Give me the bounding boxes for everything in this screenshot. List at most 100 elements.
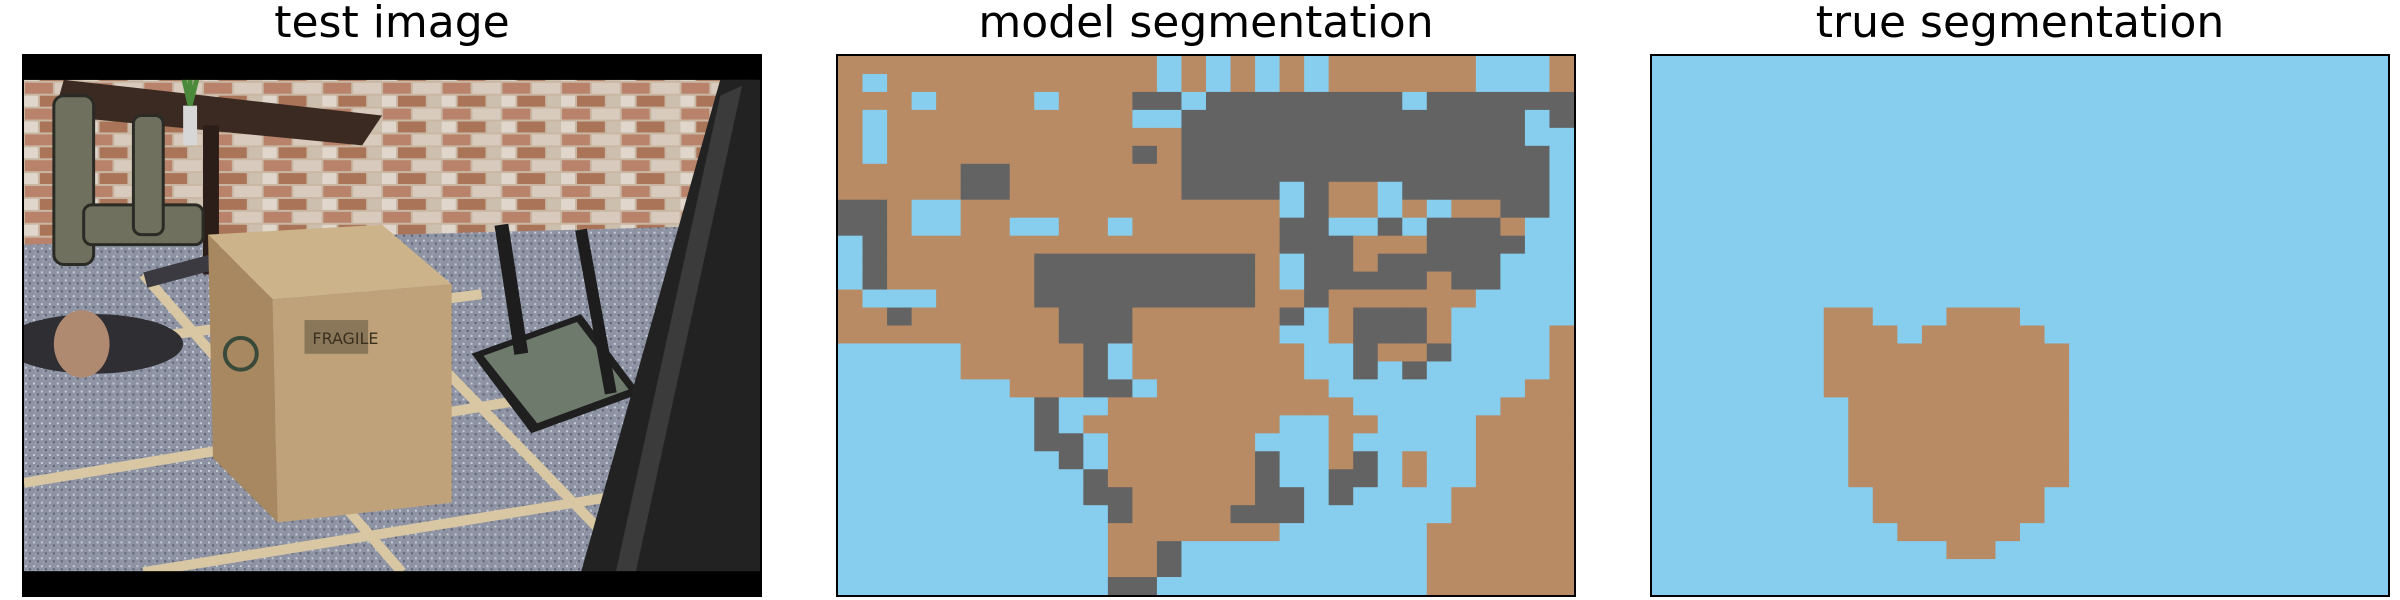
- segmentation-cell: [2216, 56, 2242, 75]
- segmentation-cell: [862, 559, 888, 578]
- segmentation-cell: [1255, 199, 1281, 219]
- segmentation-cell: [1701, 127, 1727, 147]
- segmentation-cell: [1995, 91, 2021, 111]
- segmentation-cell: [2240, 253, 2266, 272]
- segmentation-cell: [2093, 451, 2119, 470]
- segmentation-cell: [1230, 451, 1256, 470]
- segmentation-cell: [1848, 199, 1874, 219]
- segmentation-cell: [1156, 145, 1182, 165]
- segmentation-cell: [1799, 433, 1825, 452]
- segmentation-cell: [1328, 523, 1354, 542]
- segmentation-cell: [1353, 181, 1379, 201]
- segmentation-cell: [985, 325, 1011, 344]
- segmentation-cell: [2216, 307, 2242, 326]
- segmentation-cell: [1107, 379, 1133, 398]
- segmentation-cell: [1475, 379, 1501, 398]
- segmentation-cell: [1872, 91, 1898, 111]
- segmentation-cell: [1206, 487, 1232, 506]
- segmentation-cell: [1774, 307, 1800, 326]
- segmentation-cell: [2069, 109, 2095, 129]
- segmentation-cell: [2191, 469, 2217, 488]
- segmentation-cell: [887, 523, 913, 542]
- segmentation-cell: [1549, 91, 1574, 111]
- segmentation-cell: [1500, 433, 1526, 452]
- segmentation-cell: [838, 91, 864, 111]
- segmentation-cell: [838, 361, 864, 380]
- segmentation-cell: [1328, 145, 1354, 165]
- segmentation-cell: [1970, 289, 1996, 308]
- segmentation-cell: [1946, 145, 1972, 165]
- segmentation-cell: [911, 271, 937, 290]
- segmentation-cell: [887, 73, 913, 93]
- segmentation-cell: [1206, 307, 1232, 326]
- segmentation-cell: [911, 577, 937, 595]
- segmentation-cell: [1921, 523, 1947, 542]
- segmentation-cell: [1701, 523, 1727, 542]
- segmentation-cell: [1921, 127, 1947, 147]
- segmentation-cell: [1034, 271, 1060, 290]
- segmentation-cell: [1823, 56, 1849, 75]
- segmentation-cell: [2265, 163, 2291, 183]
- segmentation-cell: [2289, 361, 2315, 380]
- segmentation-cell: [1304, 235, 1330, 254]
- segmentation-cell: [1897, 451, 1923, 470]
- segmentation-cell: [1652, 487, 1678, 506]
- segmentation-cell: [1897, 56, 1923, 75]
- segmentation-cell: [1652, 361, 1678, 380]
- segmentation-cell: [2020, 577, 2046, 595]
- segmentation-cell: [2191, 271, 2217, 290]
- segmentation-cell: [1083, 541, 1109, 560]
- segmentation-cell: [1230, 145, 1256, 165]
- segmentation-cell: [1426, 505, 1452, 524]
- segmentation-cell: [2069, 577, 2095, 595]
- segmentation-cell: [1058, 577, 1084, 595]
- segmentation-cell: [1377, 217, 1403, 237]
- segmentation-cell: [1426, 325, 1452, 344]
- segmentation-cell: [2265, 469, 2291, 488]
- segmentation-cell: [1034, 253, 1060, 272]
- segmentation-cell: [936, 307, 962, 326]
- segmentation-cell: [1132, 181, 1158, 201]
- segmentation-cell: [1181, 343, 1207, 362]
- segmentation-cell: [1946, 127, 1972, 147]
- segmentation-cell: [1921, 253, 1947, 272]
- segmentation-cell: [1549, 415, 1574, 434]
- segmentation-cell: [960, 181, 986, 201]
- segmentation-cell: [1921, 181, 1947, 201]
- segmentation-cell: [1279, 253, 1305, 272]
- segmentation-cell: [1475, 91, 1501, 111]
- segmentation-cell: [2044, 559, 2070, 578]
- segmentation-cell: [1083, 433, 1109, 452]
- segmentation-cell: [1083, 487, 1109, 506]
- segmentation-cell: [1500, 271, 1526, 290]
- segmentation-cell: [1921, 56, 1947, 75]
- segmentation-cell: [1725, 181, 1751, 201]
- segmentation-cell: [2191, 145, 2217, 165]
- segmentation-cell: [936, 469, 962, 488]
- segmentation-cell: [1652, 451, 1678, 470]
- segmentation-cell: [1426, 253, 1452, 272]
- segmentation-cell: [1132, 307, 1158, 326]
- segmentation-cell: [1848, 361, 1874, 380]
- segmentation-cell: [1181, 307, 1207, 326]
- segmentation-cell: [1475, 289, 1501, 308]
- segmentation-cell: [2265, 379, 2291, 398]
- segmentation-cell: [2167, 235, 2193, 254]
- segmentation-cell: [862, 577, 888, 595]
- segmentation-cell: [1083, 56, 1109, 75]
- segmentation-cell: [1156, 541, 1182, 560]
- model-segmentation-map: [838, 56, 1574, 595]
- segmentation-cell: [1206, 91, 1232, 111]
- segmentation-cell: [1034, 73, 1060, 93]
- segmentation-cell: [2363, 379, 2388, 398]
- segmentation-cell: [2289, 56, 2315, 75]
- segmentation-cell: [1475, 451, 1501, 470]
- segmentation-cell: [1970, 91, 1996, 111]
- segmentation-cell: [1058, 541, 1084, 560]
- segmentation-cell: [1304, 217, 1330, 237]
- segmentation-cell: [1058, 343, 1084, 362]
- segmentation-cell: [1181, 73, 1207, 93]
- segmentation-cell: [1402, 415, 1428, 434]
- segmentation-cell: [1524, 325, 1550, 344]
- segmentation-cell: [1426, 343, 1452, 362]
